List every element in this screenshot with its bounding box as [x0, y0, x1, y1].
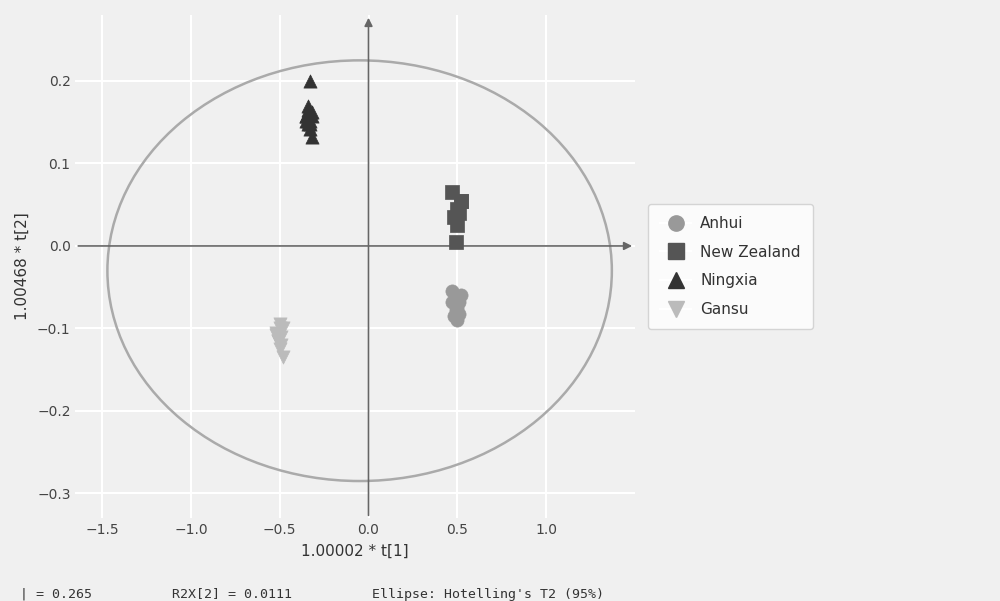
Point: [444, 297, 460, 307]
Text: | = 0.265          R2X[2] = 0.0111          Ellipse: Hotelling's T2 (95%): | = 0.265 R2X[2] = 0.0111 Ellipse: Hotel…: [20, 588, 604, 601]
Point: [300, 101, 316, 111]
Point: [270, 336, 286, 346]
Point: [449, 204, 465, 213]
Point: [272, 344, 288, 354]
Point: [270, 336, 286, 346]
Point: [302, 116, 318, 126]
Point: [446, 212, 462, 222]
Point: [444, 188, 460, 197]
Point: [272, 320, 288, 329]
Point: [453, 291, 469, 300]
Point: [449, 221, 465, 230]
Point: [304, 111, 320, 120]
Point: [300, 116, 316, 126]
Point: [270, 332, 286, 341]
Point: [451, 208, 467, 218]
Point: [298, 116, 314, 126]
Point: [268, 330, 284, 340]
Point: [304, 132, 320, 142]
Point: [448, 237, 464, 246]
Point: [453, 196, 469, 206]
Point: [268, 328, 284, 337]
Point: [273, 332, 289, 341]
Point: [444, 287, 460, 296]
X-axis label: 1.00002 * t[1]: 1.00002 * t[1]: [301, 544, 409, 559]
Point: [446, 311, 462, 321]
Point: [449, 299, 465, 308]
Y-axis label: 1.00468 * t[2]: 1.00468 * t[2]: [15, 213, 30, 320]
Point: [275, 323, 291, 333]
Point: [275, 353, 291, 362]
Point: [300, 105, 316, 115]
Point: [300, 119, 316, 129]
Legend: Anhui, New Zealand, Ningxia, Gansu: Anhui, New Zealand, Ningxia, Gansu: [648, 204, 813, 329]
Point: [302, 119, 318, 129]
Point: [302, 76, 318, 86]
Point: [448, 294, 464, 304]
Point: [451, 309, 467, 319]
Point: [304, 108, 320, 117]
Point: [272, 323, 288, 333]
Point: [451, 297, 467, 307]
Point: [298, 111, 314, 120]
Point: [302, 124, 318, 133]
Point: [448, 305, 464, 315]
Point: [298, 111, 314, 120]
Point: [449, 303, 465, 313]
Point: [273, 340, 289, 350]
Point: [449, 316, 465, 325]
Point: [453, 196, 469, 206]
